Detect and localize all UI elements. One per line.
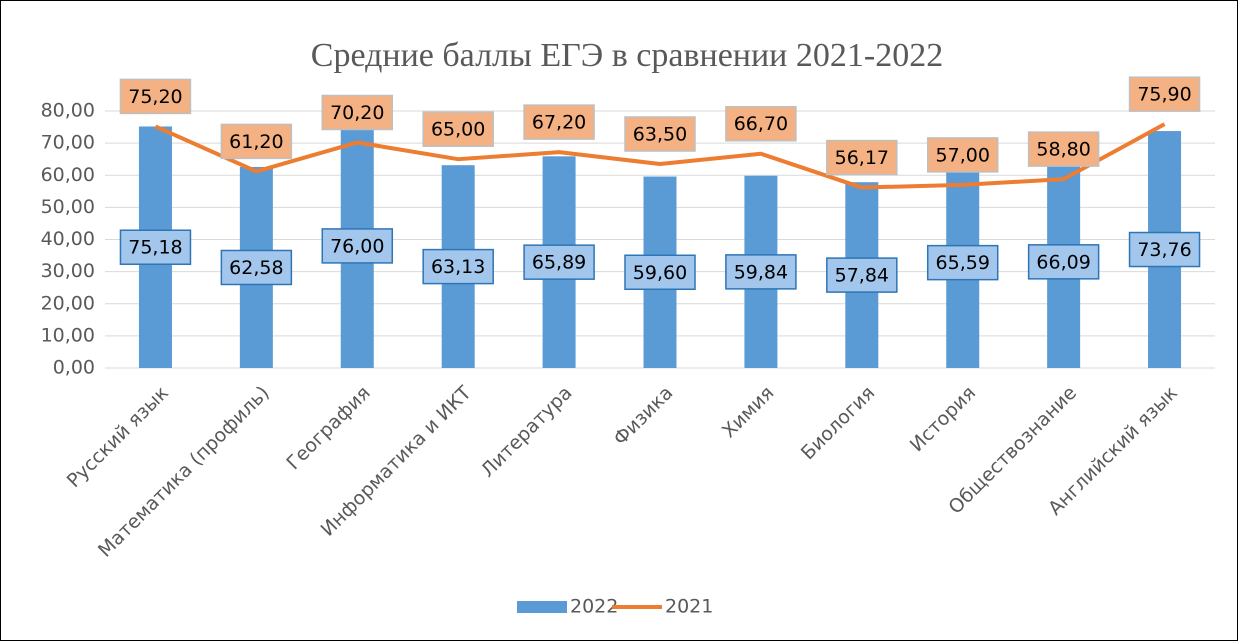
y-tick-label: 0,00 (53, 357, 95, 379)
data-label-box (624, 254, 696, 291)
data-label-box (624, 116, 696, 152)
y-tick-label: 20,00 (41, 292, 95, 314)
data-label-box (1128, 231, 1201, 268)
data-label: 63,50 (633, 124, 687, 146)
data-label: 63,13 (431, 256, 485, 278)
data-label-box (926, 137, 999, 173)
y-tick-label: 70,00 (41, 132, 95, 154)
y-tick-label: 30,00 (41, 260, 95, 282)
data-label-box (220, 249, 293, 286)
data-label-box (119, 229, 192, 265)
data-label-box (220, 123, 293, 160)
data-label: 67,20 (532, 112, 586, 134)
y-tick-label: 10,00 (41, 324, 95, 346)
data-label: 76,00 (330, 235, 384, 257)
data-label-box (523, 104, 595, 140)
data-label: 57,84 (835, 265, 889, 287)
data-label-box (321, 94, 394, 131)
y-tick-label: 60,00 (41, 164, 95, 186)
legend-label: 2021 (665, 596, 713, 618)
y-tick-label: 50,00 (41, 196, 95, 218)
data-label-box (1128, 76, 1201, 112)
data-label-box (725, 105, 797, 142)
data-label: 58,80 (1036, 139, 1090, 161)
data-label: 62,58 (229, 257, 283, 279)
data-label: 65,89 (532, 252, 586, 274)
chart-title: Средние баллы ЕГЭ в сравнении 2021-2022 (311, 37, 943, 74)
data-label: 66,09 (1036, 251, 1090, 273)
y-tick-label: 80,00 (41, 100, 95, 122)
data-label: 59,60 (633, 262, 687, 284)
data-label-box (321, 228, 394, 264)
data-label-box (826, 257, 898, 293)
data-label: 75,18 (128, 237, 182, 259)
data-label: 65,59 (936, 252, 990, 274)
data-label-box (1027, 131, 1100, 167)
data-label: 59,84 (734, 261, 788, 283)
data-label: 73,76 (1137, 239, 1191, 261)
data-label: 75,20 (128, 86, 182, 108)
y-tick-label: 40,00 (41, 228, 95, 250)
data-label-box (1027, 244, 1100, 280)
data-label: 70,20 (330, 102, 384, 124)
data-label: 75,90 (1137, 84, 1191, 106)
data-label: 65,00 (431, 119, 485, 141)
data-label-box (725, 254, 797, 290)
data-label: 56,17 (835, 147, 889, 169)
data-label-box (422, 248, 494, 285)
data-label-box (826, 139, 898, 176)
data-label: 57,00 (936, 144, 990, 166)
data-label: 61,20 (229, 131, 283, 153)
line-series (154, 122, 1166, 190)
legend-label: 2022 (570, 596, 618, 618)
data-label-box (119, 78, 192, 115)
legend-swatch (517, 601, 567, 613)
data-label-box (926, 244, 999, 281)
data-label-box (523, 244, 595, 280)
data-label-box (422, 111, 494, 147)
data-label: 66,70 (734, 113, 788, 135)
